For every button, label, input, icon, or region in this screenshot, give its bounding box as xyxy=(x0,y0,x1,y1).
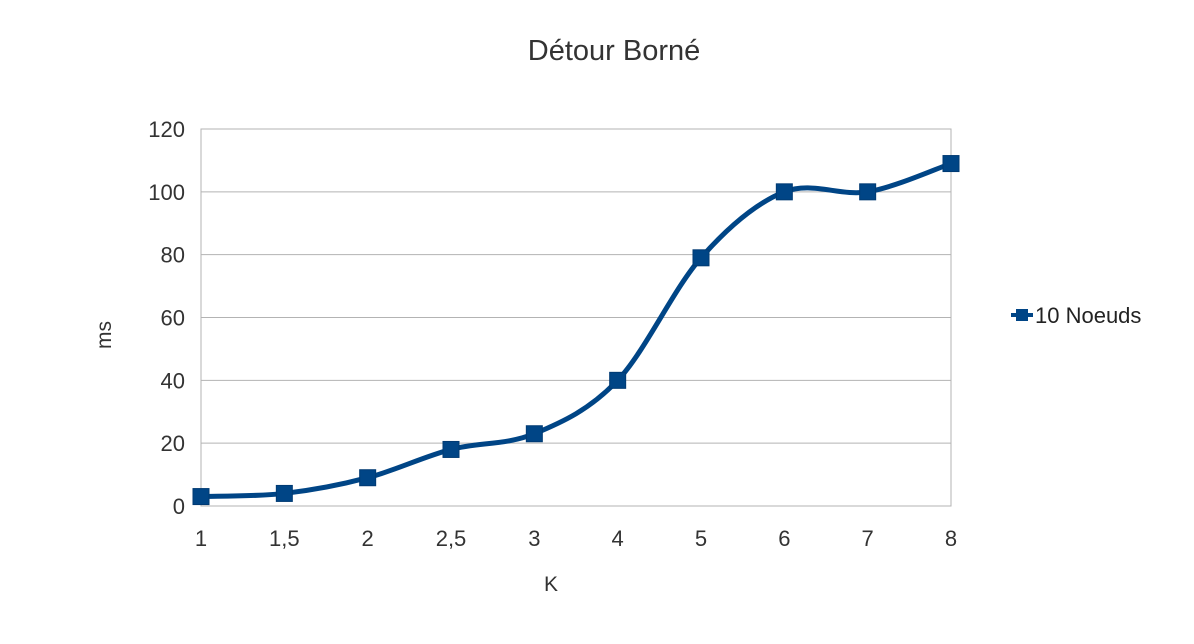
legend: 10 Noeuds xyxy=(1011,303,1141,328)
data-point-marker xyxy=(192,488,210,506)
y-tick-label: 80 xyxy=(161,243,185,268)
y-tick-label: 20 xyxy=(161,431,185,456)
legend-label: 10 Noeuds xyxy=(1035,303,1141,328)
data-point-marker xyxy=(275,484,293,502)
x-tick-label: 5 xyxy=(695,526,707,551)
y-tick-label: 120 xyxy=(148,117,185,142)
legend-square-marker xyxy=(1016,309,1028,321)
data-point-marker xyxy=(942,155,960,173)
x-tick-label: 2 xyxy=(362,526,374,551)
plot-area xyxy=(200,128,952,507)
x-tick-label: 8 xyxy=(945,526,957,551)
series-layer xyxy=(192,155,960,506)
data-point-marker xyxy=(859,183,877,201)
chart-title: Détour Borné xyxy=(528,35,701,67)
x-tick-label: 1 xyxy=(195,526,207,551)
series-line xyxy=(198,161,954,500)
data-point-marker xyxy=(525,425,543,443)
data-point-marker xyxy=(692,249,710,267)
y-tick-label: 0 xyxy=(173,494,185,519)
y-tick-label: 40 xyxy=(161,368,185,393)
y-axis-ticks: 0 20 40 60 80 100 120 xyxy=(148,117,185,519)
x-tick-label: 7 xyxy=(862,526,874,551)
x-axis-ticks: 1 1,5 2 2,5 3 4 5 6 7 8 xyxy=(195,526,957,551)
data-point-marker xyxy=(775,183,793,201)
x-tick-label: 3 xyxy=(528,526,540,551)
grid-lines xyxy=(201,128,951,507)
x-axis-label: K xyxy=(544,573,558,596)
x-tick-label: 1,5 xyxy=(269,526,300,551)
x-tick-label: 2,5 xyxy=(436,526,467,551)
y-tick-label: 60 xyxy=(161,306,185,331)
y-axis-label: ms xyxy=(93,321,116,349)
x-tick-label: 6 xyxy=(778,526,790,551)
data-point-marker xyxy=(442,440,460,458)
data-point-marker xyxy=(609,371,627,389)
y-tick-label: 100 xyxy=(148,180,185,205)
data-point-marker xyxy=(359,469,377,487)
x-tick-label: 4 xyxy=(612,526,624,551)
